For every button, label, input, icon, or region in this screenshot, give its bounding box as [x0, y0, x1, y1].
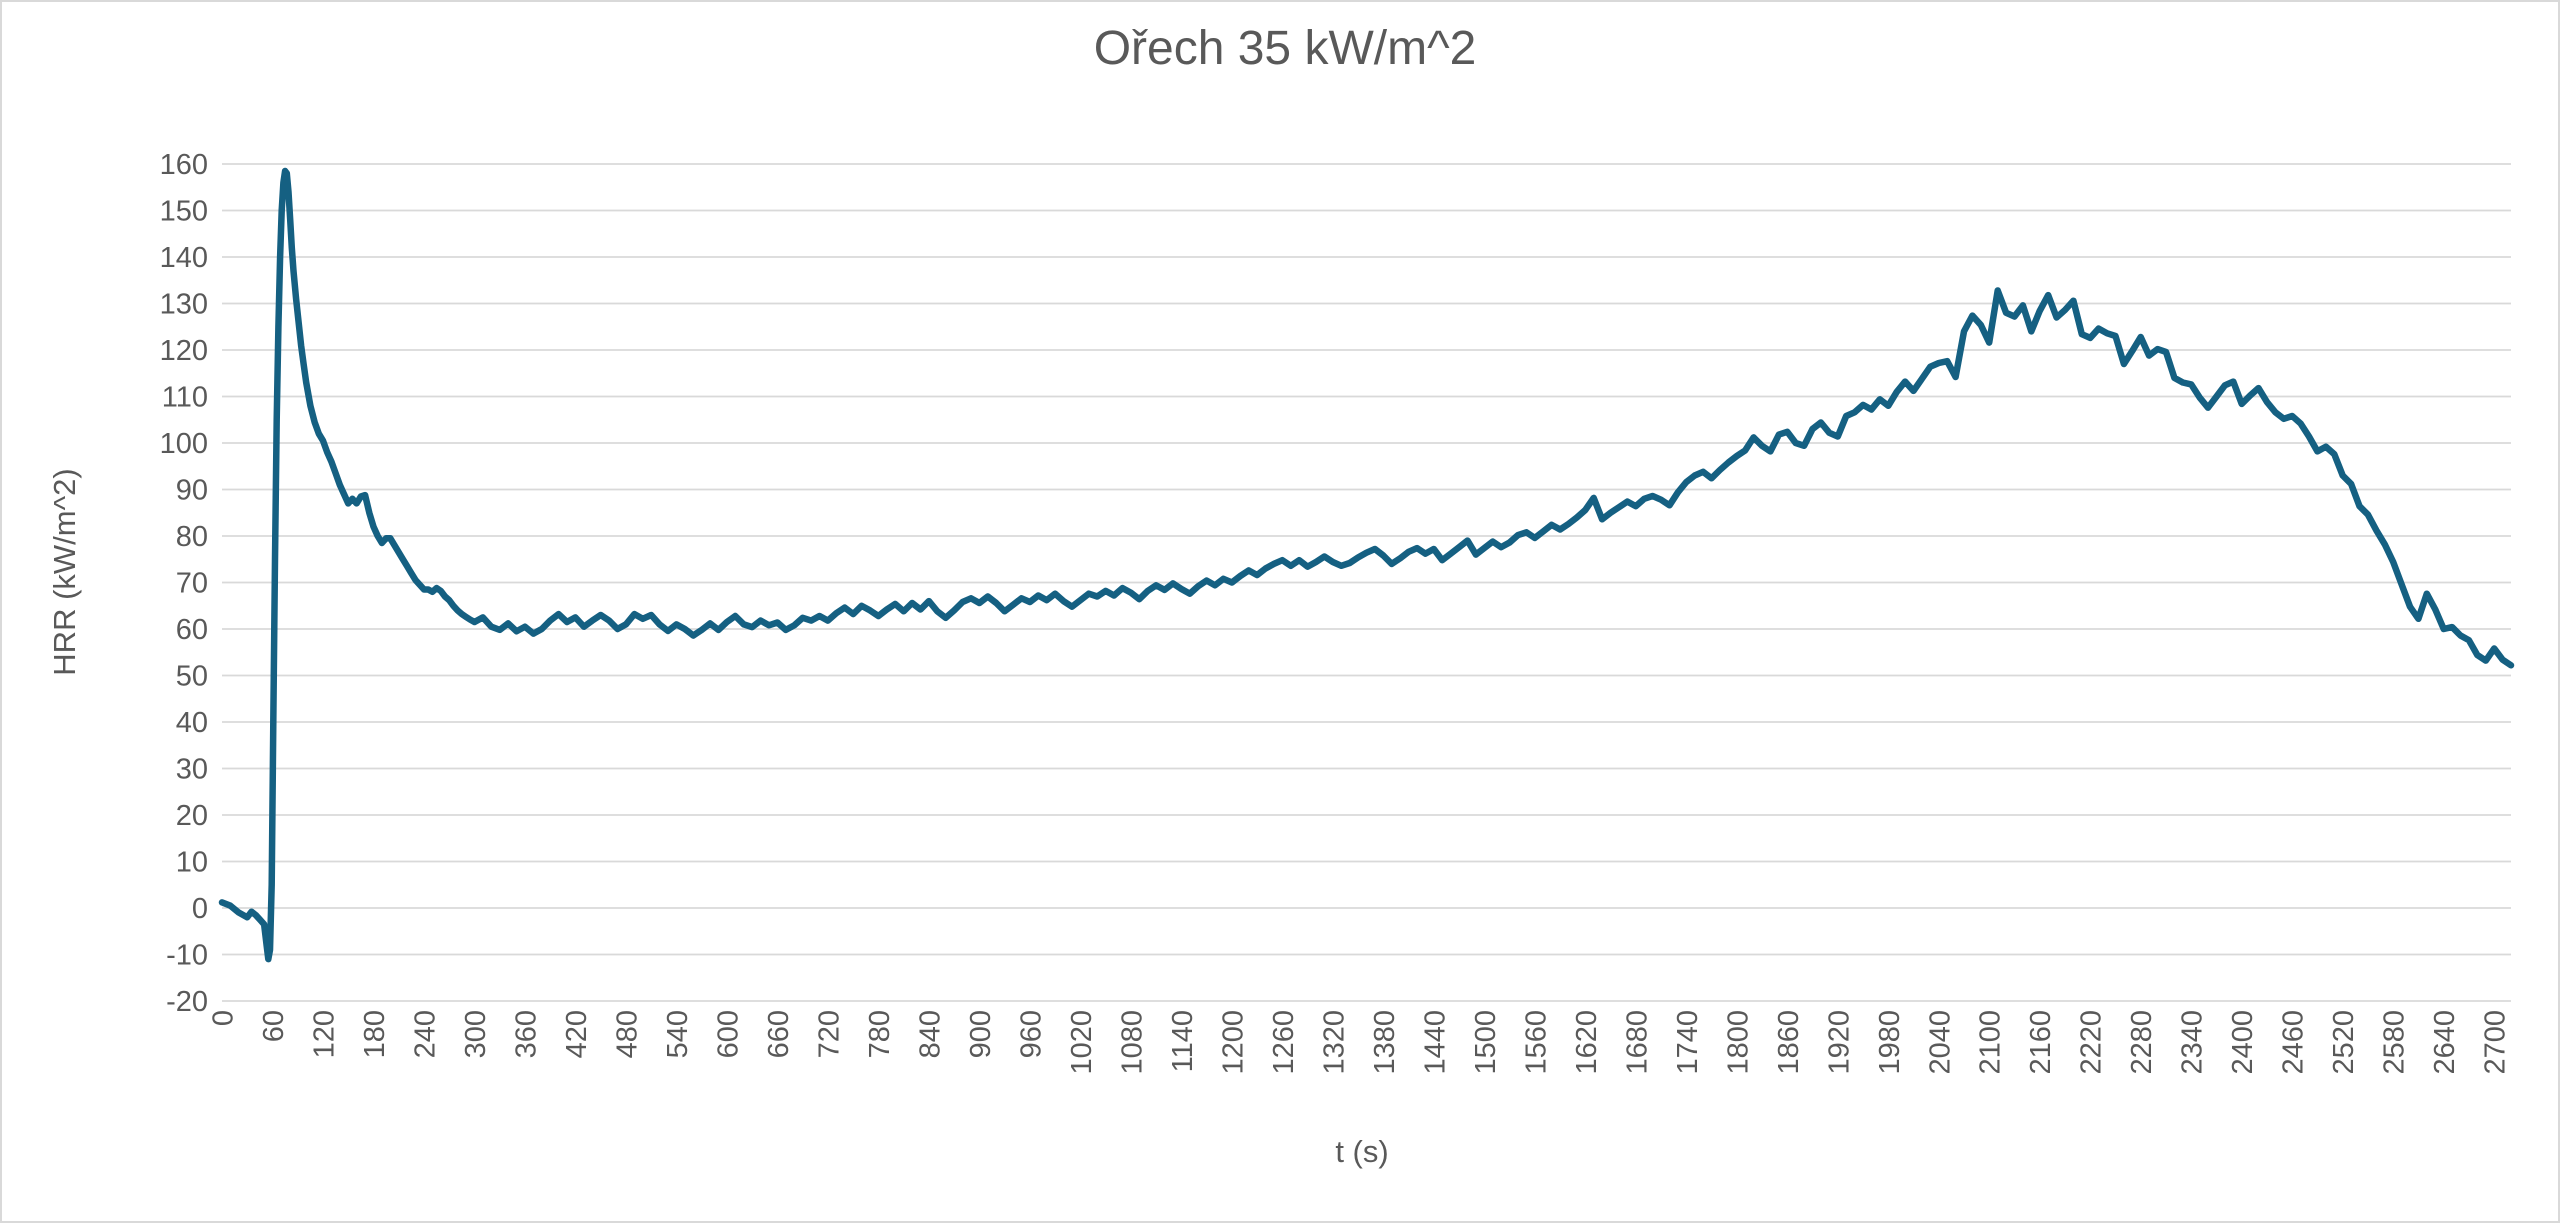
y-tick-label: 110 [162, 382, 208, 414]
x-tick-label: 1860 [1773, 1010, 1805, 1075]
x-tick-label: 660 [763, 1010, 795, 1058]
x-tick-label: 960 [1015, 1010, 1047, 1058]
x-tick-label: 2220 [2076, 1010, 2108, 1075]
x-tick-label: 1140 [1167, 1010, 1199, 1072]
y-axis-title: HRR (kW/m^2) [47, 468, 82, 675]
x-tick-label: 1320 [1318, 1010, 1350, 1075]
x-tick-label: 1980 [1874, 1010, 1906, 1075]
x-tick-label: 900 [965, 1010, 997, 1058]
x-tick-label: 1380 [1369, 1010, 1401, 1075]
hrr-series-path [218, 167, 2515, 963]
x-tick-label: 300 [460, 1010, 492, 1058]
x-tick-label: 2280 [2126, 1010, 2158, 1075]
y-tick-label: 130 [160, 289, 208, 321]
x-tick-label: 720 [813, 1010, 845, 1058]
y-tick-label: 60 [176, 614, 208, 646]
x-tick-label: 1440 [1419, 1010, 1451, 1075]
x-tick-label: 2100 [1975, 1010, 2007, 1075]
x-tick-label: 420 [561, 1010, 593, 1058]
x-tick-label: 2340 [2177, 1010, 2209, 1075]
x-tick-label: 0 [208, 1010, 240, 1026]
x-tick-label: 1740 [1672, 1010, 1704, 1075]
x-tick-label: 1620 [1571, 1010, 1603, 1075]
y-tick-label: 150 [160, 196, 208, 228]
data-series-line [218, 167, 2515, 963]
x-tick-label: 2580 [2379, 1010, 2411, 1075]
x-tick-label: 2400 [2227, 1010, 2259, 1075]
y-tick-label: 160 [160, 149, 208, 181]
y-tick-label: 30 [176, 754, 208, 786]
x-tick-label: 2160 [2025, 1010, 2057, 1075]
y-tick-label: -20 [166, 986, 208, 1018]
x-tick-label: 1560 [1520, 1010, 1552, 1075]
x-tick-label: 2700 [2480, 1010, 2512, 1075]
x-axis-tick-labels: 0 60 120 180 240 300 360 420 480 540 600 660 720 780 8… [208, 1010, 2512, 1075]
x-tick-label: 1800 [1722, 1010, 1754, 1075]
x-tick-label: 1680 [1621, 1010, 1653, 1075]
x-tick-label: 1200 [1217, 1010, 1249, 1075]
x-tick-label: 540 [662, 1010, 694, 1058]
x-tick-label: 2520 [2328, 1010, 2360, 1075]
x-tick-label: 1020 [1066, 1010, 1098, 1075]
x-tick-label: 120 [308, 1010, 340, 1058]
y-tick-label: 50 [176, 661, 208, 693]
x-tick-label: 600 [712, 1010, 744, 1058]
y-tick-label: 70 [176, 568, 208, 600]
x-tick-label: 2460 [2278, 1010, 2310, 1075]
y-tick-label: 90 [176, 475, 208, 507]
x-tick-label: 360 [510, 1010, 542, 1058]
y-tick-label: 120 [160, 335, 208, 367]
x-tick-label: 1500 [1470, 1010, 1502, 1075]
gridlines [222, 163, 2511, 1002]
y-tick-label: 10 [176, 847, 208, 879]
x-tick-label: 60 [258, 1010, 290, 1042]
y-tick-label: 80 [176, 521, 208, 553]
y-tick-label: 140 [160, 242, 208, 274]
x-axis-title: t (s) [1335, 1134, 1388, 1169]
x-tick-label: 840 [914, 1010, 946, 1058]
y-tick-label: 0 [192, 893, 208, 925]
x-tick-label: 240 [409, 1010, 441, 1058]
x-tick-label: 1260 [1268, 1010, 1300, 1075]
y-tick-label: 20 [176, 800, 208, 832]
x-tick-label: 1080 [1116, 1010, 1148, 1075]
y-tick-label: 40 [176, 707, 208, 739]
x-tick-label: 2040 [1924, 1010, 1956, 1075]
y-tick-label: 100 [160, 428, 208, 460]
x-tick-label: 480 [611, 1010, 643, 1058]
x-tick-label: 2640 [2429, 1010, 2461, 1075]
x-tick-label: 180 [359, 1010, 391, 1058]
y-axis-tick-labels: -20 -10 0 10 20 30 40 50 60 70 80 90 100 110 120 130 140… [160, 149, 208, 1018]
y-tick-label: -10 [166, 940, 208, 972]
chart-title: Ořech 35 kW/m^2 [1094, 22, 1477, 75]
x-tick-label: 780 [864, 1010, 896, 1058]
x-tick-label: 1920 [1823, 1010, 1855, 1075]
